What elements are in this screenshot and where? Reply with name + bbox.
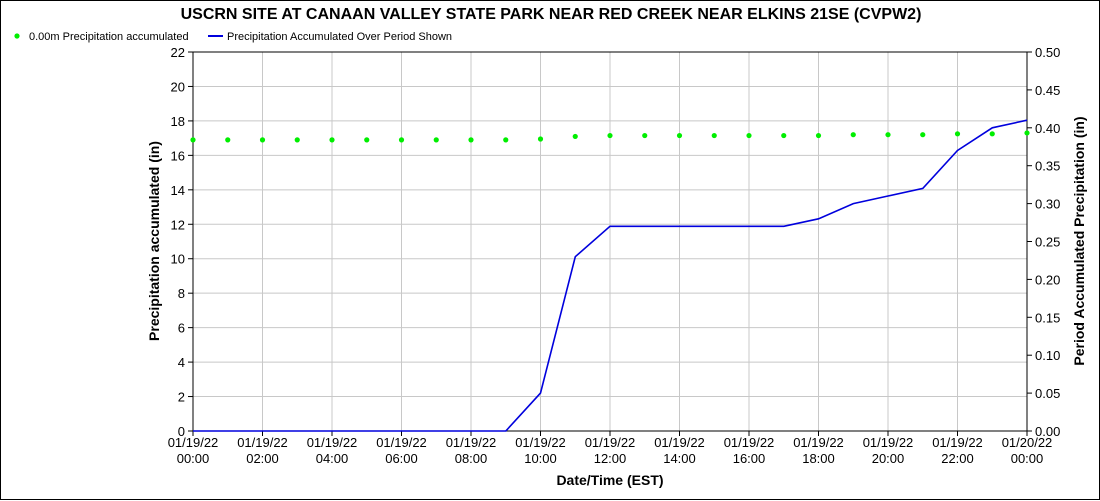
x-tick-label-date: 01/19/22: [237, 435, 288, 450]
x-tick-label-time: 08:00: [455, 451, 488, 466]
y-left-tick-label: 12: [171, 217, 185, 232]
x-axis-title: Date/Time (EST): [556, 472, 663, 488]
scatter-point: [1024, 130, 1030, 136]
scatter-point: [329, 137, 335, 143]
legend-marker-scatter: [14, 33, 20, 39]
scatter-point: [364, 137, 370, 143]
x-tick-label-time: 06:00: [385, 451, 418, 466]
x-tick-label-time: 16:00: [733, 451, 766, 466]
grid: [193, 52, 1027, 431]
x-tick-label-date: 01/19/22: [863, 435, 914, 450]
y-left-tick-label: 2: [178, 390, 185, 405]
scatter-point: [676, 132, 683, 139]
y-left-tick-label: 20: [171, 79, 185, 94]
y-right-tick-label: 0.20: [1035, 272, 1060, 287]
series-precipitation-accumulated: [190, 130, 1030, 143]
y-right-tick-label: 0.30: [1035, 197, 1060, 212]
y-axis-left-title: Precipitation accumulated (in): [146, 141, 162, 341]
y-left-tick-label: 16: [171, 148, 185, 163]
x-tick-label-date: 01/19/22: [654, 435, 705, 450]
series-period-accumulated: [193, 119, 1028, 432]
y-left-tick-label: 14: [171, 183, 185, 198]
x-tick-label-date: 01/19/22: [932, 435, 983, 450]
x-tick-label-time: 18:00: [802, 451, 835, 466]
y-left-tick-label: 4: [178, 355, 185, 370]
scatter-point: [572, 133, 578, 140]
x-tick-label-time: 04:00: [316, 451, 349, 466]
scatter-point: [711, 132, 717, 139]
x-tick-label-time: 20:00: [872, 451, 905, 466]
y-left-tick-label: 22: [171, 45, 185, 60]
scatter-point: [815, 132, 822, 139]
y-right-tick-label: 0.15: [1035, 310, 1060, 325]
chart-title: USCRN SITE AT CANAAN VALLEY STATE PARK N…: [181, 6, 922, 23]
y-axis-right: 0.00 0.05 0.10 0.15 0.20 0.25 0.30 0.35 0.40 0.45…: [1027, 45, 1060, 439]
scatter-point: [537, 136, 544, 142]
scatter-point: [642, 132, 648, 139]
x-tick-label-time: 00:00: [1011, 451, 1044, 466]
y-left-tick-label: 8: [178, 286, 185, 301]
x-tick-label-date: 01/19/22: [724, 435, 775, 450]
y-axis-left: 0 2 4 6 8 10 12 14 16 18 20 22: [171, 45, 193, 439]
x-tick-label-date: 01/19/22: [446, 435, 497, 450]
scatter-point: [920, 132, 926, 138]
x-tick-label-time: 12:00: [594, 451, 627, 466]
y-left-tick-label: 10: [171, 252, 185, 267]
legend-label-scatter: 0.00m Precipitation accumulated: [29, 31, 189, 43]
x-tick-label-time: 10:00: [524, 451, 557, 466]
y-axis-right-title: Period Accumulated Precipitation (in): [1071, 116, 1087, 365]
y-left-tick-label: 6: [178, 321, 185, 336]
scatter-point: [468, 137, 474, 143]
y-right-tick-label: 0.45: [1035, 83, 1060, 98]
scatter-point: [746, 132, 752, 139]
x-tick-label-date: 01/19/22: [793, 435, 844, 450]
x-tick-label-time: 14:00: [663, 451, 696, 466]
scatter-point: [190, 137, 196, 143]
x-tick-label-date: 01/19/22: [515, 435, 566, 450]
y-left-tick-label: 0: [178, 424, 185, 439]
scatter-point: [259, 137, 266, 143]
scatter-point: [503, 137, 509, 143]
y-right-tick-label: 0.50: [1035, 45, 1060, 60]
x-tick-label-time: 02:00: [246, 451, 279, 466]
y-right-tick-label: 0.40: [1035, 121, 1060, 136]
scatter-point: [954, 131, 961, 137]
x-tick-label-date: 01/19/22: [307, 435, 358, 450]
scatter-point: [607, 132, 613, 139]
x-tick-label-time: 00:00: [177, 451, 210, 466]
y-right-tick-label: 0.05: [1035, 386, 1060, 401]
y-right-tick-label: 0.35: [1035, 159, 1060, 174]
y-right-tick-label: 0.25: [1035, 235, 1060, 250]
x-tick-label-date: 01/19/22: [376, 435, 427, 450]
x-tick-label-date: 01/19/22: [168, 435, 219, 450]
x-tick-label-date: 01/19/22: [585, 435, 636, 450]
legend-label-line: Precipitation Accumulated Over Period Sh…: [227, 31, 452, 43]
scatter-point: [850, 132, 856, 138]
x-axis: 01/19/2200:0001/19/2202:0001/19/2204:000…: [168, 431, 1053, 466]
scatter-point: [989, 131, 995, 137]
scatter-point: [225, 137, 231, 143]
x-tick-label-time: 22:00: [941, 451, 974, 466]
y-right-tick-label: 0.10: [1035, 348, 1060, 363]
scatter-point: [294, 137, 300, 143]
scatter-point: [433, 137, 439, 143]
legend: 0.00m Precipitation accumulated Precipit…: [14, 31, 452, 43]
scatter-point: [398, 137, 405, 143]
y-right-tick-label: 0.00: [1035, 424, 1060, 439]
x-tick-label-date: 01/20/22: [1002, 435, 1053, 450]
period-accumulated-line: [193, 119, 1028, 432]
y-left-tick-label: 18: [171, 114, 185, 129]
scatter-point: [781, 132, 787, 139]
scatter-point: [885, 132, 891, 138]
